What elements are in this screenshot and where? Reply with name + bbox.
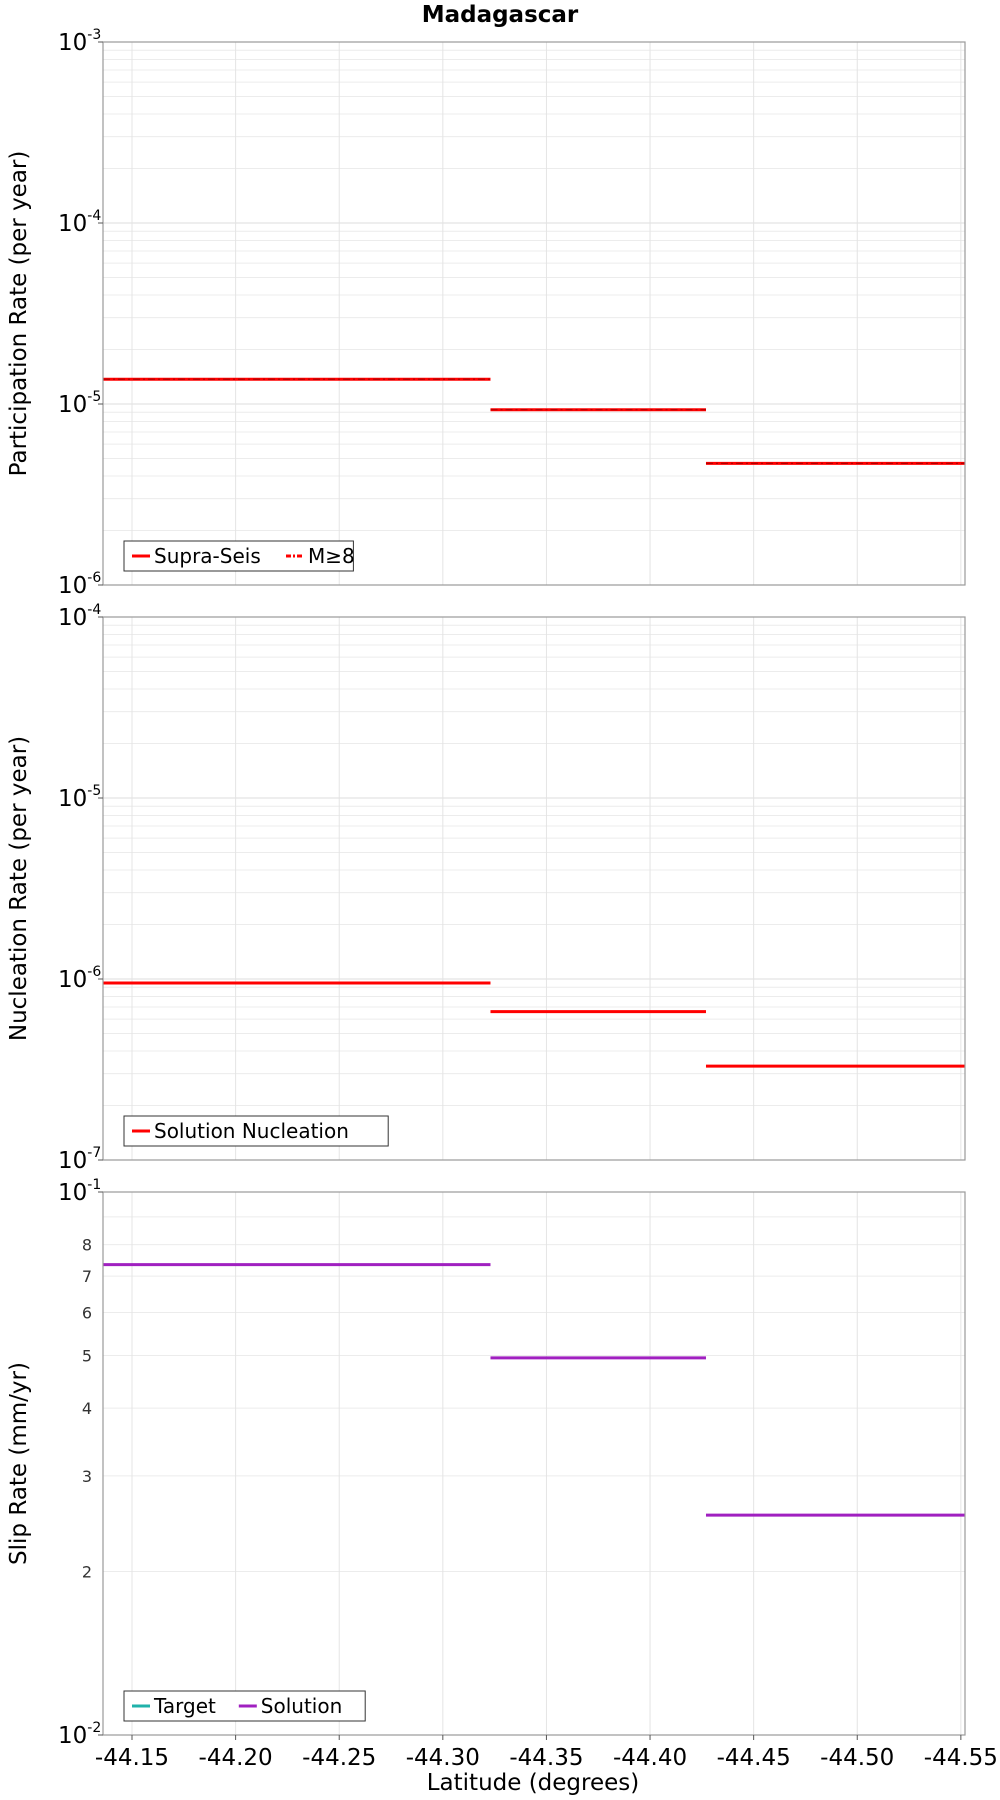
y-minor-tick-label: 5 <box>82 1346 92 1365</box>
y-axis-label: Slip Rate (mm/yr) <box>6 1362 32 1565</box>
y-axis-label: Nucleation Rate (per year) <box>6 736 32 1041</box>
x-tick-label: -44.50 <box>820 1745 894 1771</box>
legend: Solution Nucleation <box>123 1115 389 1147</box>
y-tick-base: 10 <box>58 786 87 812</box>
x-tick-label: -44.30 <box>406 1745 480 1771</box>
x-tick-label: -44.25 <box>302 1745 376 1771</box>
y-minor-tick-label: 7 <box>82 1267 92 1286</box>
y-tick-label: 10-3 <box>58 27 101 56</box>
y-tick-base: 10 <box>58 1148 87 1174</box>
y-tick-label: 10-4 <box>58 602 101 631</box>
y-tick-exponent: -6 <box>87 964 101 980</box>
y-tick-label: 10-6 <box>58 964 101 993</box>
x-tick-label: -44.40 <box>613 1745 687 1771</box>
plot-frame <box>102 1191 966 1736</box>
legend: Target Solution <box>123 1690 366 1722</box>
y-tick-exponent: -3 <box>87 27 101 43</box>
x-tick-label: -44.20 <box>199 1745 273 1771</box>
x-axis-label: Latitude (degrees) <box>427 1770 640 1796</box>
x-tick-label: -44.15 <box>95 1745 169 1771</box>
y-tick-label: 10-5 <box>58 783 101 812</box>
legend-box <box>123 540 354 572</box>
y-tick-base: 10 <box>58 1180 87 1206</box>
plot-area <box>103 1192 965 1735</box>
y-tick-label: 10-6 <box>58 570 101 599</box>
y-tick-label: 10-5 <box>58 389 101 418</box>
x-tick-label: -44.45 <box>717 1745 791 1771</box>
legend-box <box>123 1690 366 1722</box>
y-minor-tick-label: 2 <box>82 1563 92 1582</box>
chart-title: Madagascar <box>422 2 579 28</box>
y-tick-label: 10-4 <box>58 208 101 237</box>
y-tick-exponent: -4 <box>87 602 101 618</box>
y-axis-label: Participation Rate (per year) <box>6 151 32 477</box>
y-tick-label: 10-1 <box>58 1177 101 1206</box>
y-minor-tick-label: 4 <box>82 1399 92 1418</box>
x-tick-label: -44.55 <box>924 1745 998 1771</box>
plot-frame <box>102 41 966 586</box>
legend-label-2: Solution <box>261 1694 342 1718</box>
plot-area <box>103 42 965 585</box>
y-minor-tick-label: 3 <box>82 1467 92 1486</box>
legend: Supra-Seis M≥8 <box>123 540 355 572</box>
y-tick-base: 10 <box>58 392 87 418</box>
y-minor-tick-label: 8 <box>82 1236 92 1255</box>
y-tick-exponent: -4 <box>87 208 101 224</box>
y-tick-base: 10 <box>58 967 87 993</box>
y-tick-exponent: -6 <box>87 570 101 586</box>
y-tick-label: 10-7 <box>58 1145 101 1174</box>
legend-label-2: M≥8 <box>308 544 355 568</box>
y-minor-tick-label: 6 <box>82 1303 92 1322</box>
legend-label-1: Solution Nucleation <box>154 1119 349 1143</box>
y-tick-base: 10 <box>58 605 87 631</box>
plot-area <box>103 617 965 1160</box>
y-tick-label: 10-2 <box>58 1720 101 1749</box>
y-tick-exponent: -5 <box>87 389 101 405</box>
y-tick-base: 10 <box>58 211 87 237</box>
plot-frame <box>102 616 966 1161</box>
x-tick-label: -44.35 <box>509 1745 583 1771</box>
y-tick-base: 10 <box>58 573 87 599</box>
y-tick-exponent: -5 <box>87 783 101 799</box>
y-tick-exponent: -1 <box>87 1177 101 1193</box>
y-tick-base: 10 <box>58 1723 87 1749</box>
y-tick-exponent: -2 <box>87 1720 101 1736</box>
legend-label-1: Target <box>153 1694 216 1718</box>
y-tick-exponent: -7 <box>87 1145 101 1161</box>
legend-label-1: Supra-Seis <box>154 544 261 568</box>
legend-box <box>123 1115 389 1147</box>
y-tick-base: 10 <box>58 30 87 56</box>
